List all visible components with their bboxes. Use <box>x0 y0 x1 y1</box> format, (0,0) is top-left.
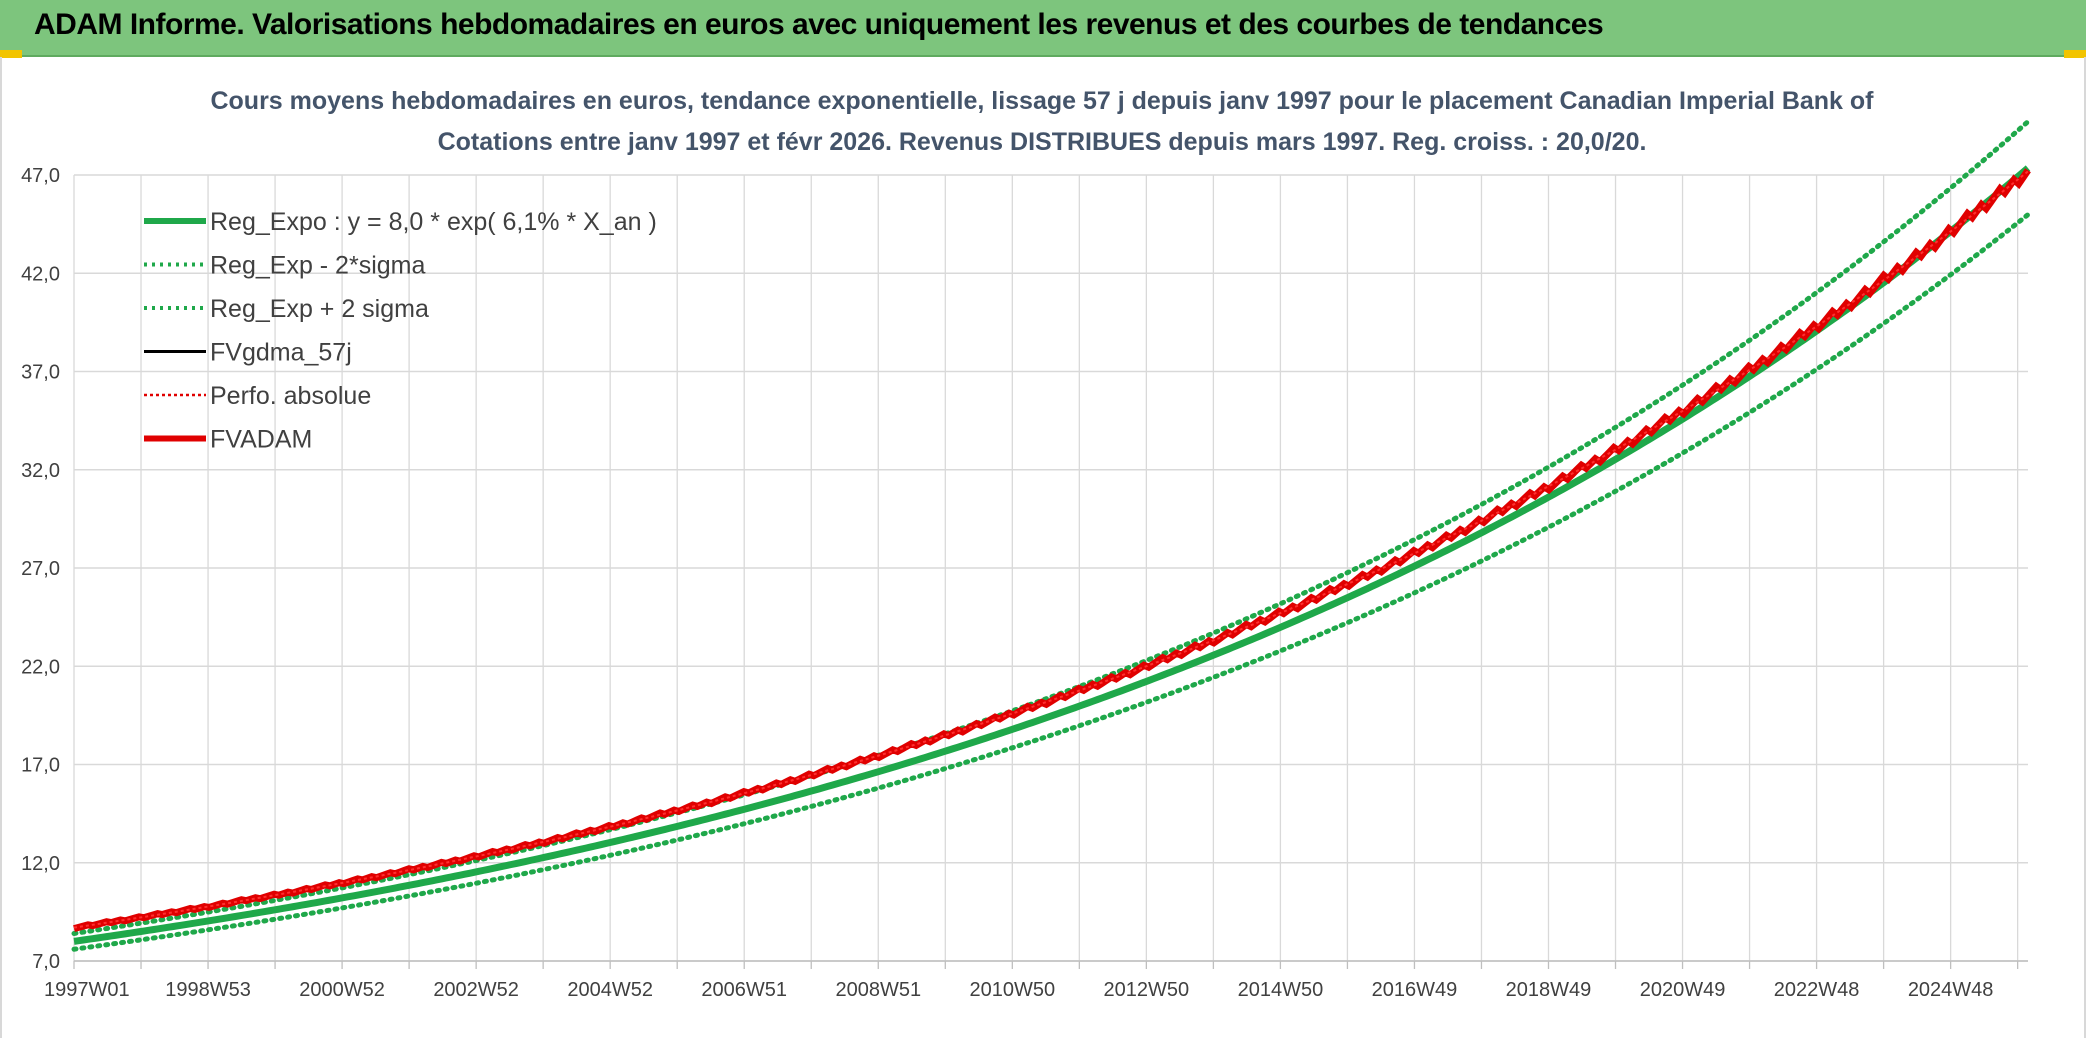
x-tick-label: 2024W48 <box>1908 979 1994 1001</box>
x-tick-label: 1998W53 <box>165 979 251 1001</box>
series-perfo-absolue <box>73 170 2029 929</box>
y-tick-label: 42,0 <box>21 263 60 285</box>
grid <box>73 174 2028 969</box>
x-tick-label: 2014W50 <box>1238 979 1324 1001</box>
x-axis: 1997W01 1998W53 2000W52 2002W52 2004W52 2006W… <box>44 979 1993 1001</box>
chart-svg: Cours moyens hebdomadaires en euros, ten… <box>21 87 2031 1001</box>
y-tick-label: 32,0 <box>21 460 60 482</box>
y-tick-label: 37,0 <box>21 362 60 384</box>
x-tick-label: 2012W50 <box>1104 979 1190 1001</box>
chart-title-line1: Cours moyens hebdomadaires en euros, ten… <box>210 87 1874 115</box>
chart-title-line2: Cotations entre janv 1997 et févr 2026. … <box>438 128 1647 156</box>
x-tick-label: 2018W49 <box>1506 979 1592 1001</box>
report-banner: ADAM Informe. Valorisations hebdomadaire… <box>0 0 2086 57</box>
x-tick-label: 2016W49 <box>1372 979 1458 1001</box>
x-tick-label: 2020W49 <box>1640 979 1726 1001</box>
report-title: ADAM Informe. Valorisations hebdomadaire… <box>34 8 1604 41</box>
corner-marker-left <box>0 50 22 58</box>
y-tick-label: 47,0 <box>21 165 60 187</box>
legend-label: Reg_Expo : y = 8,0 * exp( 6,1% * X_an ) <box>210 208 657 236</box>
series-reg-exp-minus-2sigma <box>71 212 2031 952</box>
corner-marker-right <box>2064 50 2086 58</box>
x-tick-label: 2022W48 <box>1774 979 1860 1001</box>
x-tick-label: 2002W52 <box>433 979 519 1001</box>
x-tick-label: 2008W51 <box>835 979 921 1001</box>
legend-label: FVgdma_57j <box>210 339 352 367</box>
y-axis: 7,0 12,0 17,0 22,0 27,0 32,0 37,0 42,0 47,0 <box>21 165 60 973</box>
legend-label: Reg_Exp - 2*sigma <box>210 252 425 280</box>
legend-label: FVADAM <box>210 426 312 454</box>
legend-label: Perfo. absolue <box>210 382 371 410</box>
legend: Reg_Expo : y = 8,0 * exp( 6,1% * X_an ) R… <box>144 208 657 454</box>
series-group <box>71 119 2031 952</box>
series-reg-exp-plus-2sigma <box>71 119 2031 936</box>
x-tick-label: 2004W52 <box>567 979 653 1001</box>
x-tick-label: 2000W52 <box>299 979 385 1001</box>
y-tick-label: 22,0 <box>21 656 60 678</box>
legend-label: Reg_Exp + 2 sigma <box>210 295 429 323</box>
x-tick-label: 2010W50 <box>970 979 1056 1001</box>
chart-frame: Cours moyens hebdomadaires en euros, ten… <box>0 57 2086 1038</box>
x-tick-label: 2006W51 <box>701 979 787 1001</box>
series-fvadam <box>73 168 2031 933</box>
x-tick-label: 1997W01 <box>44 979 130 1001</box>
y-tick-label: 27,0 <box>21 558 60 580</box>
y-tick-label: 12,0 <box>21 853 60 875</box>
series-fvgdma-57j <box>73 170 2029 929</box>
series-reg-expo <box>73 165 2031 945</box>
y-tick-label: 7,0 <box>32 951 60 973</box>
y-tick-label: 17,0 <box>21 755 60 777</box>
